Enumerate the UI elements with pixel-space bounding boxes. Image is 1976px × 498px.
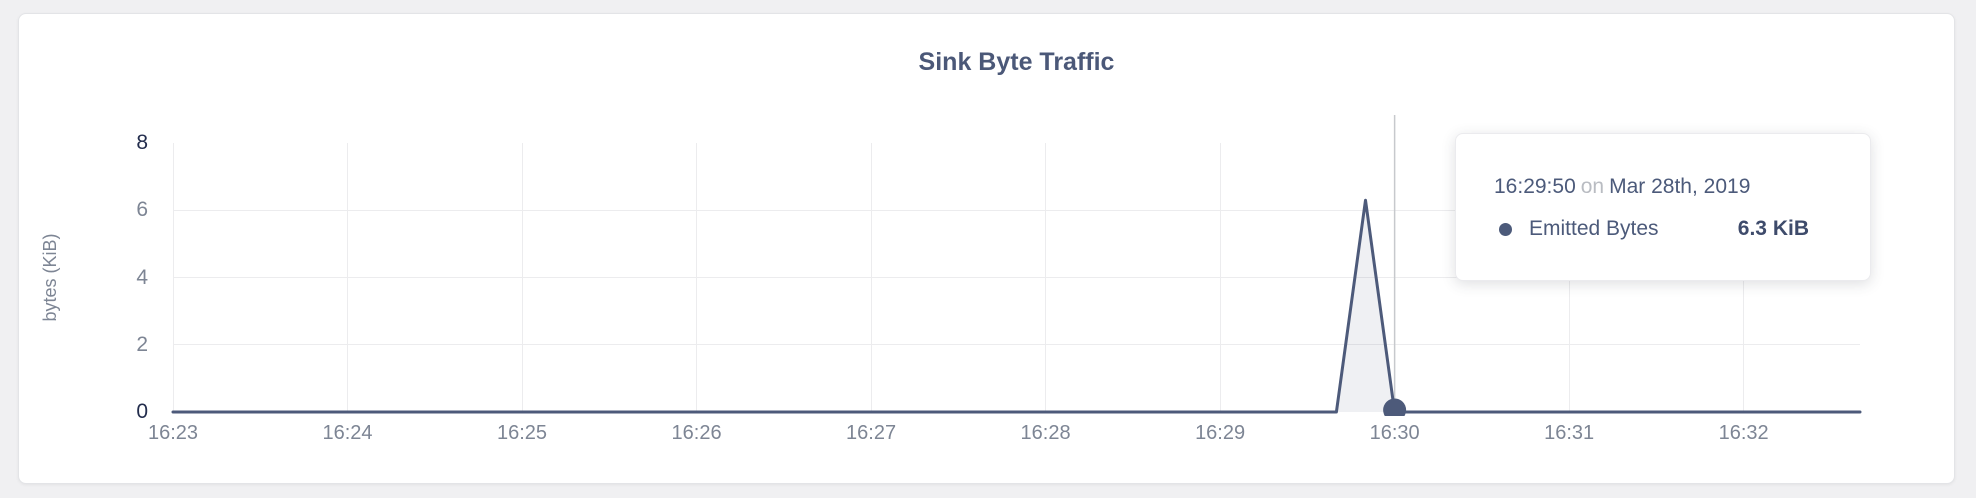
x-tick-label: 16:28 [1020,422,1071,444]
x-tick-label: 16:30 [1369,422,1420,444]
x-tick-label: 16:23 [147,422,199,444]
tooltip-series-label: Emitted Bytes [1529,217,1659,240]
tooltip-time: 16:29:50 [1494,175,1576,198]
traffic-series-svg [171,115,1862,416]
tooltip-date: Mar 28th, 2019 [1609,175,1751,198]
tooltip-header: 16:29:50 on Mar 28th, 2019 [1494,175,1809,199]
x-tick-label: 16:25 [497,422,548,444]
chart-tooltip: 16:29:50 on Mar 28th, 2019 Emitted Bytes 6… [1455,133,1871,281]
y-gridline [173,209,1860,211]
tooltip-series-row: Emitted Bytes 6.3 KiB [1494,217,1809,241]
x-tick-label: 16:31 [1544,422,1595,444]
y-tick-label: 0 [136,400,148,423]
y-axis-title: bytes (KiB) [40,233,60,322]
y-tick-label: 8 [136,131,148,154]
series-bullet-icon [1499,222,1512,236]
x-tick-label: 16:32 [1718,422,1769,444]
tooltip-value: 6.3 KiB [1737,217,1809,240]
y-gridline [173,277,1860,278]
chart-title: Sink Byte Traffic [918,48,1115,76]
y-gridline [173,344,1860,346]
y-tick-label: 4 [136,265,148,289]
hover-marker-dot [1383,398,1407,416]
series-line [171,198,1862,414]
x-tick-label: 16:29 [1195,422,1246,444]
y-tick-label: 2 [136,332,148,356]
tooltip-connector: on [1580,175,1605,198]
x-tick-label: 16:24 [322,422,373,444]
plot-area[interactable] [171,115,1862,416]
y-tick-label: 6 [136,198,148,222]
x-tick-label: 16:27 [846,422,897,444]
x-tick-label: 16:26 [671,422,722,444]
